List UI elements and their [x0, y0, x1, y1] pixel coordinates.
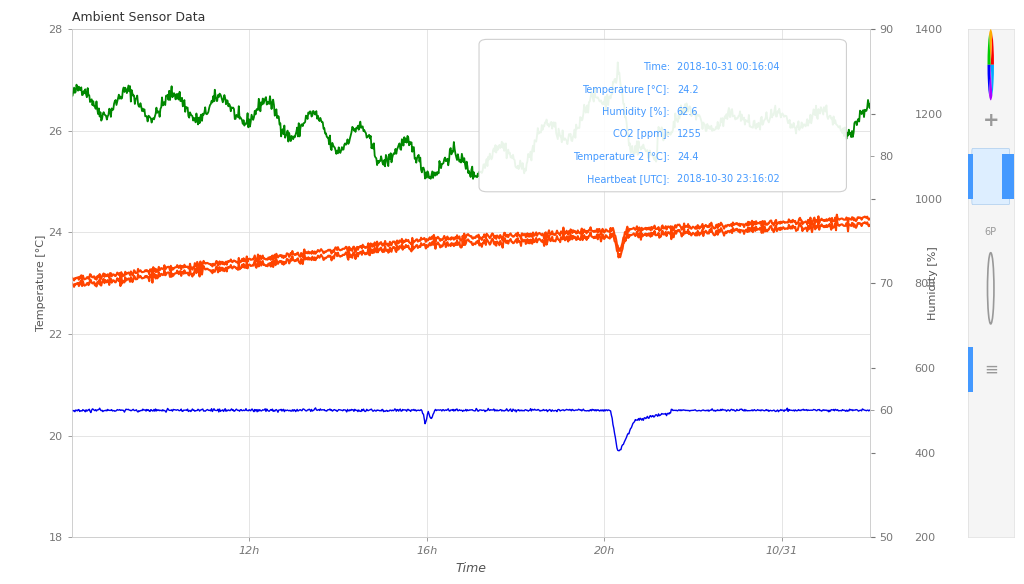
Text: 🔍: 🔍 — [987, 170, 994, 183]
Text: Heartbeat [UTC]:: Heartbeat [UTC]: — [587, 174, 670, 184]
Text: Temperature [°C]:: Temperature [°C]: — [583, 85, 670, 95]
Y-axis label: Temperature [°C]: Temperature [°C] — [36, 235, 46, 332]
Bar — [1002, 154, 1014, 199]
Wedge shape — [991, 65, 994, 96]
Wedge shape — [989, 29, 992, 65]
Text: 2018-10-30 23:16:02: 2018-10-30 23:16:02 — [677, 174, 779, 184]
Text: Ambient Sensor Data: Ambient Sensor Data — [72, 11, 205, 24]
Bar — [968, 154, 973, 199]
Text: 6P: 6P — [985, 227, 996, 238]
Y-axis label: CO2 [ppm]: CO2 [ppm] — [995, 253, 1006, 314]
Bar — [968, 347, 973, 392]
Wedge shape — [987, 65, 991, 96]
Text: Time:: Time: — [643, 62, 670, 72]
Text: CO2 [ppm]:: CO2 [ppm]: — [613, 129, 670, 140]
Y-axis label: Humidity [%]: Humidity [%] — [929, 246, 938, 320]
Text: 24.4: 24.4 — [677, 152, 698, 162]
Wedge shape — [987, 34, 991, 65]
FancyBboxPatch shape — [972, 148, 1010, 204]
Text: 62.6: 62.6 — [677, 107, 698, 117]
Text: 24.2: 24.2 — [677, 85, 698, 95]
Text: Humidity [%]:: Humidity [%]: — [602, 107, 670, 117]
Wedge shape — [991, 34, 994, 65]
Text: +: + — [982, 111, 999, 130]
Wedge shape — [989, 65, 992, 100]
Text: Temperature 2 [°C]:: Temperature 2 [°C]: — [572, 152, 670, 162]
Text: ≡: ≡ — [984, 360, 997, 378]
X-axis label: Time: Time — [456, 562, 486, 575]
Text: 1255: 1255 — [677, 129, 701, 140]
Text: 2018-10-31 00:16:04: 2018-10-31 00:16:04 — [677, 62, 779, 72]
FancyBboxPatch shape — [479, 39, 847, 192]
